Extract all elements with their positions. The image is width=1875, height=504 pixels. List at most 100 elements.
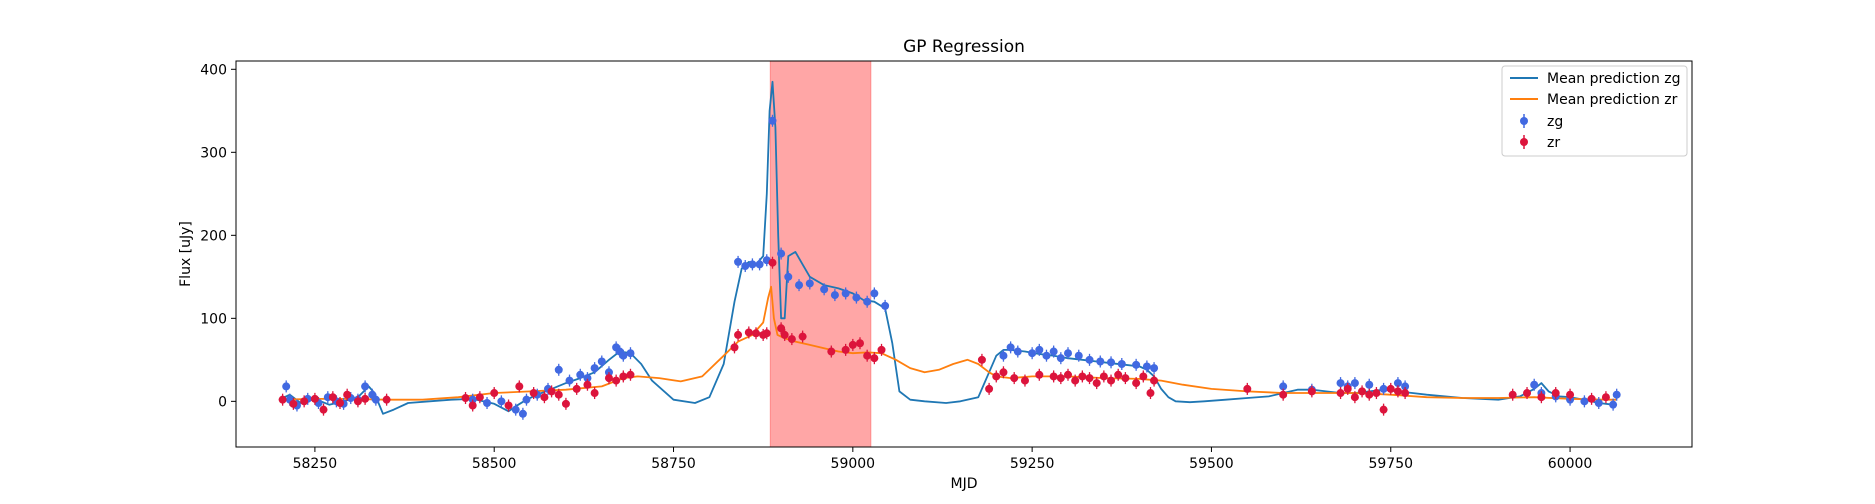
data-point-zr (1020, 376, 1029, 385)
data-point-zr (1049, 372, 1058, 381)
data-point-zg (841, 289, 850, 298)
data-point-zr (752, 329, 760, 338)
data-point-zr (999, 368, 1008, 377)
data-point-zg (1365, 380, 1374, 389)
x-tick-label: 59500 (1189, 456, 1234, 472)
data-point-zg (483, 399, 492, 408)
data-point-zr (1508, 390, 1517, 399)
data-point-zr (547, 387, 556, 396)
data-point-zr (787, 335, 796, 344)
point-layer (278, 114, 1621, 420)
data-point-zr (289, 399, 298, 408)
data-point-zg (1013, 347, 1022, 356)
data-point-zr (841, 345, 850, 354)
data-point-zr (529, 389, 538, 398)
shaded-region (769, 60, 872, 448)
data-point-zr (870, 354, 879, 363)
data-point-zg (1096, 357, 1105, 366)
y-axis-label: Flux [uJy] (178, 221, 194, 287)
data-point-zr (590, 389, 599, 398)
data-point-zg (881, 301, 890, 310)
data-point-zr (730, 343, 739, 352)
x-tick-label: 59750 (1368, 456, 1413, 472)
data-point-zr (1092, 379, 1101, 388)
data-point-zr (619, 372, 628, 381)
legend-swatch-zg-point (1520, 117, 1528, 125)
data-point-zg (522, 395, 531, 404)
data-point-zg (554, 365, 563, 374)
data-point-zg (852, 293, 861, 302)
data-point-zr (877, 345, 886, 354)
data-point-zr (1279, 390, 1288, 399)
data-point-zg (1064, 349, 1072, 358)
data-point-zr (1386, 384, 1395, 393)
data-point-zr (827, 347, 836, 356)
data-point-zg (755, 260, 764, 269)
data-point-zr (1107, 376, 1116, 385)
data-point-zg (619, 351, 628, 360)
y-tick-label: 200 (200, 228, 227, 244)
data-point-zr (343, 390, 352, 399)
data-point-zr (336, 399, 344, 408)
data-point-zr (1146, 389, 1155, 398)
data-point-zr (561, 399, 570, 408)
data-point-zr (1379, 405, 1388, 414)
data-point-zr (985, 384, 994, 393)
plot-frame (235, 60, 1693, 448)
data-point-zg (1107, 358, 1116, 367)
data-point-zr (977, 355, 986, 364)
data-point-zr (319, 405, 328, 414)
legend-label-zr-line: Mean prediction zr (1547, 92, 1678, 108)
data-point-zr (1150, 376, 1159, 385)
data-point-zg (1612, 390, 1621, 399)
x-tick-label: 58250 (293, 456, 338, 472)
data-point-zg (1035, 345, 1044, 354)
legend-swatch-zr-point (1520, 138, 1528, 146)
data-point-zg (1580, 397, 1589, 406)
data-point-zr (1358, 387, 1367, 396)
data-point-zg (870, 289, 879, 298)
data-point-zg (784, 272, 793, 281)
data-point-zg (583, 374, 592, 383)
data-point-zg (830, 291, 839, 300)
x-tick-label: 59250 (1010, 456, 1055, 472)
data-point-zr (1121, 374, 1130, 383)
data-point-zr (1114, 370, 1123, 379)
data-point-zr (300, 397, 309, 406)
data-point-zg (1085, 355, 1094, 364)
x-tick-label: 58500 (472, 456, 517, 472)
data-point-zg (497, 397, 506, 406)
data-point-zg (1042, 351, 1051, 360)
data-point-zr (992, 372, 1001, 381)
data-point-zr (856, 339, 864, 348)
data-point-zr (1336, 389, 1345, 398)
data-point-zr (310, 394, 319, 403)
data-point-zg (1049, 347, 1058, 356)
shaded-region-layer (769, 60, 872, 448)
data-point-zr (583, 380, 592, 389)
data-point-zg (1609, 400, 1618, 409)
legend: Mean prediction zg Mean prediction zr zg… (1501, 65, 1688, 157)
data-point-zg (361, 382, 370, 391)
data-point-zr (1035, 370, 1044, 379)
series-line-mean-prediction-zr (278, 285, 1617, 401)
data-point-zg (805, 279, 814, 288)
data-point-zr (1064, 370, 1072, 379)
y-tick-label: 100 (200, 311, 227, 327)
data-point-zr (328, 393, 337, 402)
data-point-zg (1393, 379, 1402, 388)
data-point-zg (565, 376, 574, 385)
chart-title: GP Regression (903, 37, 1025, 57)
data-point-zr (468, 401, 477, 410)
data-point-zr (1365, 390, 1374, 399)
data-point-zr (1523, 389, 1532, 398)
data-point-zr (863, 351, 872, 360)
x-tick-label: 59000 (831, 456, 876, 472)
data-point-zg (518, 409, 527, 418)
data-point-zg (1132, 360, 1141, 369)
data-point-zg (511, 405, 520, 414)
data-point-zg (626, 349, 635, 358)
data-point-zg (1028, 349, 1037, 358)
data-point-zr (1551, 389, 1560, 398)
